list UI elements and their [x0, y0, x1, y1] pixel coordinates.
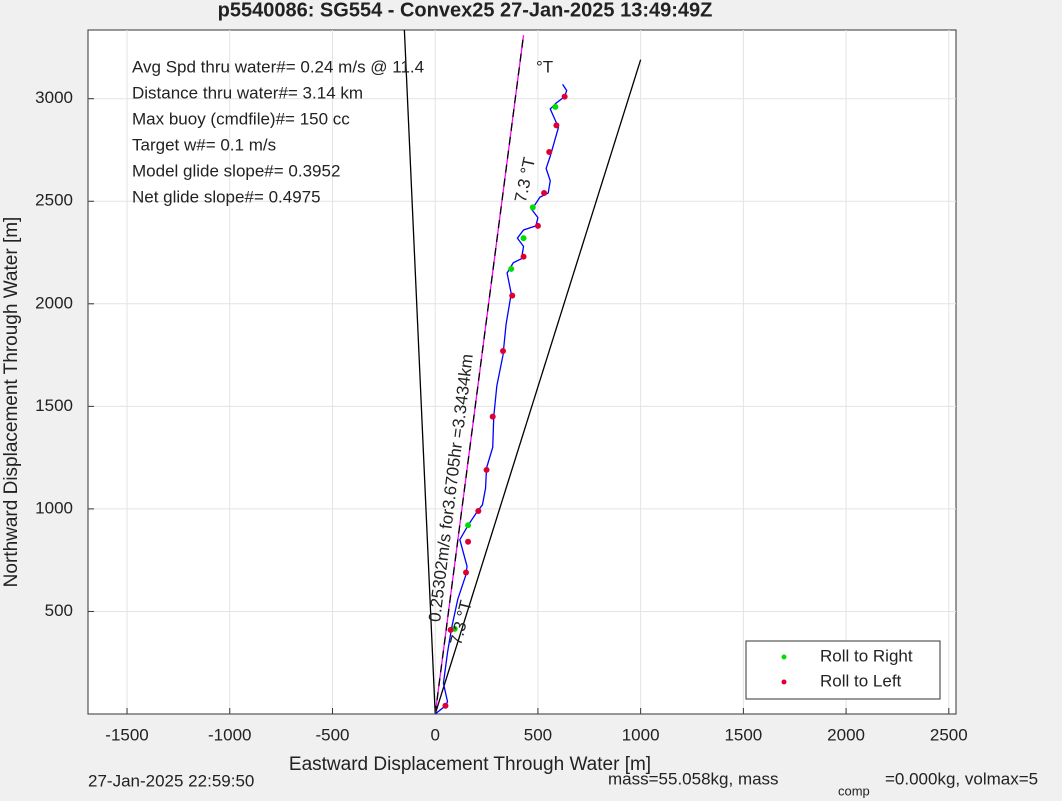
legend-marker: [781, 654, 787, 660]
reference-line: [434, 35, 525, 715]
x-tick-label: 0: [430, 725, 439, 744]
point: [561, 93, 568, 100]
point: [546, 149, 553, 156]
point: [509, 292, 516, 299]
footer: mass=55.058kg, mass: [608, 769, 779, 788]
footer: comp: [838, 783, 870, 798]
info-line: Target w#= 0.1 m/s: [132, 135, 276, 154]
point: [442, 702, 449, 709]
info-line: Distance thru water#= 3.14 km: [132, 83, 363, 102]
x-tick-label: 500: [524, 725, 552, 744]
y-axis-label: Northward Displacement Through Water [m]: [1, 217, 22, 588]
x-tick-label: -500: [315, 725, 349, 744]
info-line: Model glide slope#= 0.3952: [132, 161, 340, 180]
point: [465, 538, 472, 545]
y-tick-label: 1500: [35, 396, 73, 415]
x-tick-label: 1000: [622, 725, 660, 744]
x-tick-label: 2000: [827, 725, 865, 744]
y-tick-label: 2000: [35, 293, 73, 312]
footer: =0.000kg, volmax=5: [885, 769, 1038, 788]
point: [552, 103, 559, 110]
x-tick-label: -1000: [208, 725, 251, 744]
grid: [88, 30, 956, 714]
plot-area: [87, 29, 957, 715]
point: [463, 569, 470, 576]
point: [508, 265, 515, 272]
point: [529, 204, 536, 211]
legend-label: Roll to Left: [820, 671, 902, 690]
x-axis-label: Eastward Displacement Through Water [m]: [289, 754, 651, 775]
reference-line: [434, 59, 642, 715]
x-tick-label: 2500: [930, 725, 968, 744]
point: [553, 122, 560, 129]
point: [489, 413, 496, 420]
point: [534, 222, 541, 229]
point: [447, 626, 454, 633]
plot: [403, 29, 642, 715]
y-tick-label: 1000: [35, 498, 73, 517]
info-line: Net glide slope#= 0.4975: [132, 187, 321, 206]
point: [520, 235, 527, 242]
legend-label: Roll to Right: [820, 646, 913, 665]
point: [475, 507, 482, 514]
x-tick-label: 1500: [724, 725, 762, 744]
reference-line: [403, 29, 436, 715]
point: [520, 253, 527, 260]
info-line: Max buoy (cmdfile)#= 150 cc: [132, 109, 350, 128]
info-line: Avg Spd thru water#= 0.24 m/s @ 11.4: [132, 57, 424, 76]
y-tick-label: 500: [45, 601, 73, 620]
point: [541, 190, 548, 197]
legend: [745, 640, 941, 700]
legend-marker: [781, 679, 787, 685]
chart-title: p5540086: SG554 - Convex25 27-Jan-2025 1…: [218, 0, 713, 21]
x-tick-label: -1500: [105, 725, 148, 744]
point: [465, 522, 472, 529]
point: [499, 347, 506, 354]
y-tick-label: 3000: [35, 88, 73, 107]
annotation: °T: [536, 57, 553, 76]
point: [483, 466, 490, 473]
footer: 27-Jan-2025 22:59:50: [88, 771, 254, 790]
y-tick-label: 2500: [35, 191, 73, 210]
